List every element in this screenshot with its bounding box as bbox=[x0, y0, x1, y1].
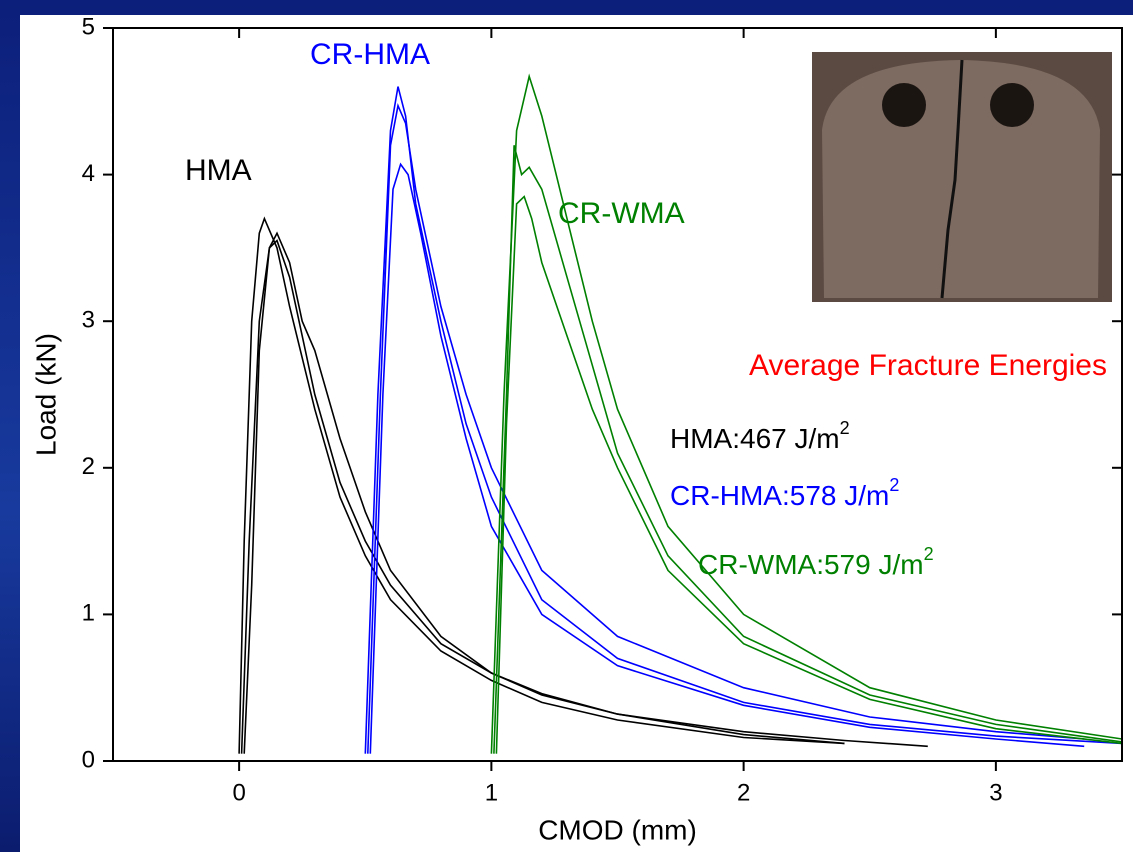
y-tick-label: 1 bbox=[82, 600, 95, 627]
y-tick-label: 5 bbox=[82, 13, 95, 40]
annotation: CR-HMA bbox=[310, 38, 430, 71]
y-tick-label: 3 bbox=[82, 307, 95, 334]
annotation-text: CR-HMA:578 J/m bbox=[670, 480, 889, 511]
plot-frame bbox=[112, 27, 1123, 762]
x-axis-label: CMOD (mm) bbox=[538, 814, 697, 845]
y-tick-label: 4 bbox=[82, 160, 95, 187]
specimen-photo bbox=[812, 52, 1112, 302]
data-line bbox=[367, 102, 1085, 754]
data-line bbox=[369, 162, 1085, 754]
annotation-text: CR-WMA:579 J/m bbox=[698, 549, 924, 580]
x-tick-label: 2 bbox=[737, 779, 750, 806]
annotation: Average Fracture Energies bbox=[749, 349, 1107, 382]
annotation: CR-WMA:579 J/m2 bbox=[698, 544, 934, 581]
x-tick-label: 1 bbox=[485, 779, 498, 806]
data-line bbox=[364, 86, 1123, 754]
x-tick-label: 3 bbox=[989, 779, 1002, 806]
annotation: HMA bbox=[185, 154, 252, 187]
annotation: HMA:467 J/m2 bbox=[670, 418, 850, 455]
x-tick-label: 0 bbox=[232, 779, 245, 806]
y-tick-label: 0 bbox=[82, 746, 95, 773]
annotation-superscript: 2 bbox=[840, 418, 850, 438]
data-line bbox=[490, 73, 1123, 754]
annotation: CR-HMA:578 J/m2 bbox=[670, 475, 899, 512]
data-line bbox=[240, 231, 845, 754]
annotation-text: CR-WMA bbox=[558, 197, 685, 230]
annotation-superscript: 2 bbox=[889, 475, 899, 495]
data-line bbox=[243, 239, 928, 754]
annotation-text: Average Fracture Energies bbox=[749, 349, 1107, 382]
annotation-superscript: 2 bbox=[924, 544, 934, 564]
y-axis-label: Load (kN) bbox=[30, 333, 61, 456]
data-line bbox=[493, 145, 1123, 754]
annotation-text: HMA bbox=[185, 154, 252, 187]
data-line bbox=[238, 216, 845, 754]
annotation: CR-WMA bbox=[558, 197, 685, 230]
data-line bbox=[495, 195, 1123, 754]
annotation-text: HMA:467 J/m bbox=[670, 423, 840, 454]
annotation-text: CR-HMA bbox=[310, 38, 430, 71]
y-tick-label: 2 bbox=[82, 453, 95, 480]
